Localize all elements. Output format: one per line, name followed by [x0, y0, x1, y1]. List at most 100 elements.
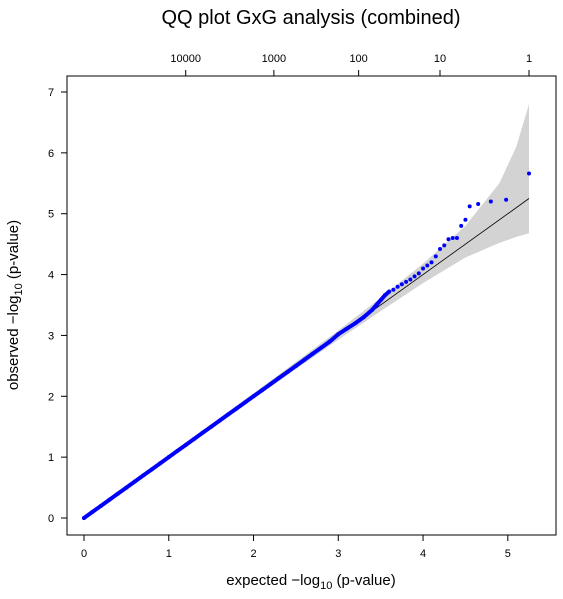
x-tick-label: 5 — [505, 548, 511, 560]
y-axis-ticks: 0 1 2 3 4 5 6 7 — [48, 87, 67, 525]
data-point — [438, 247, 442, 252]
top-tick-label: 1000 — [262, 53, 286, 65]
top-tick-label: 100 — [349, 53, 367, 65]
data-point — [183, 442, 188, 447]
confidence-band — [84, 104, 529, 519]
chart-title: QQ plot GxG analysis (combined) — [162, 7, 461, 29]
data-point — [391, 287, 396, 292]
y-axis-title-subscript: 10 — [13, 283, 25, 295]
data-point — [450, 236, 455, 241]
x-tick-label: 0 — [81, 548, 87, 560]
data-point — [425, 263, 430, 268]
top-tick-label: 10000 — [170, 53, 201, 65]
y-tick-label: 7 — [48, 87, 54, 99]
y-tick-label: 5 — [48, 209, 54, 221]
data-point — [429, 260, 434, 265]
y-tick-label: 3 — [48, 330, 54, 342]
data-point — [276, 376, 281, 381]
top-tick-label: 1 — [526, 53, 532, 65]
x-axis-title-suffix: (p-value) — [332, 572, 395, 589]
data-point — [527, 171, 531, 176]
x-axis-title-subscript: 10 — [320, 580, 332, 592]
data-point — [175, 449, 180, 454]
data-point — [399, 282, 404, 287]
y-tick-label: 4 — [48, 270, 54, 282]
data-point — [374, 303, 379, 307]
data-point — [166, 455, 171, 460]
data-point — [243, 400, 248, 405]
y-tick-label: 6 — [48, 148, 54, 160]
x-tick-label: 4 — [420, 548, 426, 560]
data-point — [408, 277, 413, 282]
data-point — [395, 284, 400, 289]
data-point — [192, 436, 197, 441]
data-point — [90, 509, 95, 514]
data-point — [319, 345, 324, 350]
confidence-band-layer — [84, 104, 529, 519]
data-point — [200, 430, 205, 435]
data-point — [327, 339, 332, 344]
top-tick-label: 10 — [434, 53, 446, 65]
data-point — [115, 491, 120, 496]
data-point — [124, 485, 129, 490]
data-point — [285, 369, 290, 374]
data-point — [416, 271, 421, 276]
x-axis-title: expected −log10 (p-value) — [226, 572, 395, 592]
plot-frame — [66, 75, 557, 536]
y-tick-label: 2 — [48, 391, 54, 403]
x-axis-title-prefix: expected −log — [226, 572, 320, 589]
data-point — [234, 406, 239, 411]
y-tick-label: 1 — [48, 452, 54, 464]
data-point — [442, 243, 447, 248]
data-point — [370, 307, 375, 312]
x-axis-ticks: 0 1 2 3 4 5 — [81, 535, 511, 560]
data-point — [433, 254, 438, 259]
data-point — [476, 201, 481, 206]
top-axis-ticks: 10000 1000 100 10 1 — [170, 53, 532, 76]
data-point — [336, 332, 341, 337]
data-point — [404, 279, 409, 284]
data-point — [459, 223, 464, 228]
y-axis-title-prefix: observed −log — [5, 295, 22, 390]
data-point — [149, 467, 154, 472]
y-axis-title: observed −log10 (p-value) — [5, 220, 25, 390]
data-point — [158, 461, 163, 466]
data-point — [251, 394, 256, 399]
data-point — [209, 424, 214, 429]
data-point — [260, 388, 264, 393]
data-point — [217, 418, 222, 423]
data-point — [98, 503, 103, 508]
x-tick-label: 3 — [335, 548, 341, 560]
data-point — [412, 274, 417, 279]
data-point — [293, 363, 298, 368]
data-point — [353, 321, 358, 326]
data-point — [82, 516, 86, 520]
data-point — [310, 351, 315, 356]
data-point — [141, 473, 146, 478]
data-points-dense-trace — [82, 289, 392, 520]
y-axis-title-suffix: (p-value) — [5, 220, 22, 283]
data-point — [382, 293, 387, 298]
data-point — [387, 289, 392, 294]
data-point — [132, 479, 137, 484]
data-point — [504, 197, 509, 202]
data-point — [268, 382, 273, 387]
data-point — [107, 497, 112, 502]
data-points-layer — [82, 171, 531, 520]
data-point — [302, 357, 307, 362]
data-point — [378, 298, 383, 303]
data-point — [454, 236, 459, 241]
data-point — [421, 266, 426, 271]
x-tick-label: 1 — [166, 548, 172, 560]
data-point — [463, 217, 468, 222]
data-point — [488, 199, 493, 204]
data-point — [226, 412, 231, 417]
data-point — [467, 204, 472, 209]
data-point — [344, 326, 349, 331]
x-tick-label: 2 — [250, 548, 256, 560]
data-point — [446, 237, 451, 242]
data-point — [361, 315, 366, 320]
y-tick-label: 0 — [48, 513, 54, 525]
